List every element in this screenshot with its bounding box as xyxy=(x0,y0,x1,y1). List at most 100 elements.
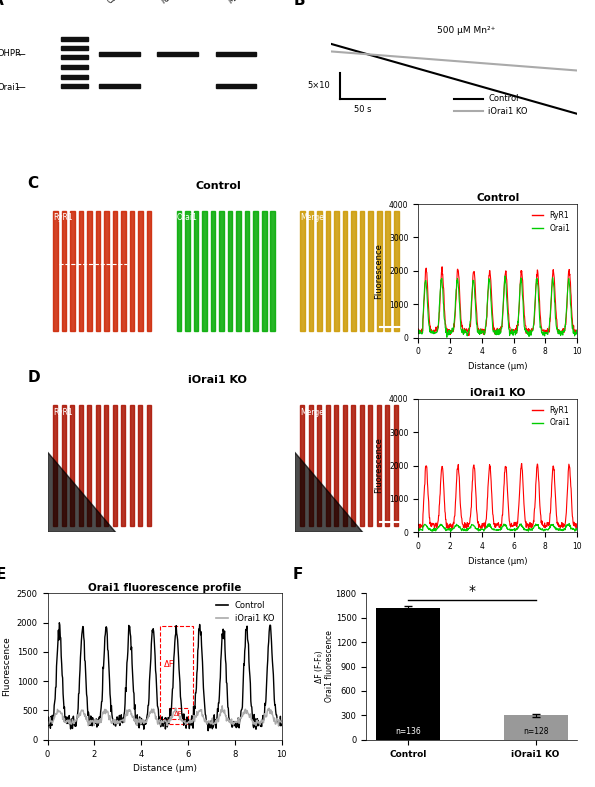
Bar xyxy=(317,211,322,331)
X-axis label: Distance (μm): Distance (μm) xyxy=(468,556,527,566)
Text: Orai1: Orai1 xyxy=(177,408,198,417)
Bar xyxy=(87,405,91,526)
Bar xyxy=(386,405,390,526)
Legend: RyR1, Orai1: RyR1, Orai1 xyxy=(529,208,574,236)
Text: 500 μM Mn²⁺: 500 μM Mn²⁺ xyxy=(437,26,496,35)
Text: ΔF: ΔF xyxy=(174,711,183,717)
Bar xyxy=(121,405,126,526)
Bar xyxy=(62,405,66,526)
X-axis label: Distance (μm): Distance (μm) xyxy=(468,362,527,371)
Bar xyxy=(216,52,256,57)
Bar xyxy=(245,211,249,331)
Bar xyxy=(394,405,398,526)
Bar xyxy=(326,405,330,526)
Bar xyxy=(61,55,88,59)
Bar xyxy=(158,52,198,57)
Bar xyxy=(79,405,83,526)
Bar xyxy=(352,405,355,526)
Bar xyxy=(262,211,267,331)
Title: Orai1 fluorescence profile: Orai1 fluorescence profile xyxy=(88,582,242,593)
Bar xyxy=(113,211,117,331)
Text: F: F xyxy=(293,567,303,582)
Bar xyxy=(70,405,74,526)
Bar xyxy=(326,211,330,331)
Y-axis label: Fluorescence: Fluorescence xyxy=(374,438,383,493)
Bar xyxy=(360,211,365,331)
Y-axis label: Fluorescence: Fluorescence xyxy=(2,637,11,696)
Bar xyxy=(236,211,241,331)
Text: Control: Control xyxy=(488,94,519,103)
Text: —: — xyxy=(16,49,26,59)
Text: 5×10: 5×10 xyxy=(308,81,331,91)
Bar xyxy=(317,405,321,526)
Bar xyxy=(228,211,233,331)
Bar xyxy=(130,405,134,526)
Text: A: A xyxy=(0,0,4,8)
Bar xyxy=(62,211,66,331)
Bar xyxy=(147,405,151,526)
Bar xyxy=(139,211,143,331)
Bar xyxy=(177,211,181,331)
Title: Control: Control xyxy=(476,194,519,203)
Text: 50 s: 50 s xyxy=(354,105,371,114)
Text: iOrai1 KO: iOrai1 KO xyxy=(160,0,195,6)
Bar xyxy=(216,84,256,88)
Bar xyxy=(334,211,339,331)
Bar xyxy=(343,405,347,526)
Bar xyxy=(220,211,224,331)
Bar xyxy=(376,608,440,740)
Bar xyxy=(96,211,101,331)
Bar xyxy=(121,211,126,331)
Bar xyxy=(87,211,92,331)
Bar xyxy=(160,626,193,719)
Bar xyxy=(96,405,100,526)
Text: DHPR: DHPR xyxy=(0,50,21,58)
Bar xyxy=(147,211,152,331)
Polygon shape xyxy=(295,453,363,532)
Bar xyxy=(61,46,88,50)
Bar xyxy=(139,405,142,526)
Bar xyxy=(79,211,83,331)
Bar xyxy=(271,211,275,331)
Bar xyxy=(130,211,134,331)
Legend: RyR1, Orai1: RyR1, Orai1 xyxy=(529,402,574,430)
Y-axis label: Fluorescence: Fluorescence xyxy=(374,243,383,299)
Bar xyxy=(194,211,198,331)
Bar xyxy=(54,405,57,526)
X-axis label: Distance (μm): Distance (μm) xyxy=(133,764,197,773)
Bar xyxy=(61,65,88,69)
Text: n=128: n=128 xyxy=(523,726,549,736)
Bar xyxy=(185,211,190,331)
Text: Merge: Merge xyxy=(300,213,324,223)
Bar xyxy=(202,211,207,331)
Text: Orai1: Orai1 xyxy=(177,213,198,223)
Text: iOrai1 KO: iOrai1 KO xyxy=(488,107,528,116)
Text: RyR1: RyR1 xyxy=(54,408,73,417)
Bar xyxy=(170,708,188,724)
Bar xyxy=(61,76,88,79)
Bar xyxy=(300,405,304,526)
Bar xyxy=(54,211,58,331)
Text: —: — xyxy=(16,82,26,92)
Text: *: * xyxy=(468,584,475,598)
Bar xyxy=(368,211,373,331)
Text: D: D xyxy=(27,370,40,386)
Title: iOrai1 KO: iOrai1 KO xyxy=(470,388,525,398)
Text: B: B xyxy=(293,0,305,8)
Text: C: C xyxy=(27,176,38,190)
Bar xyxy=(104,211,109,331)
Bar xyxy=(360,405,364,526)
Text: Control: Control xyxy=(195,181,241,190)
Bar xyxy=(99,52,139,57)
Text: ΔF: ΔF xyxy=(164,660,175,669)
Text: Control: Control xyxy=(105,0,133,6)
Text: E: E xyxy=(0,567,7,582)
Bar xyxy=(113,405,117,526)
Legend: Control, iOrai1 KO: Control, iOrai1 KO xyxy=(212,597,278,626)
Bar xyxy=(99,84,139,88)
Bar xyxy=(211,211,215,331)
Text: n=136: n=136 xyxy=(395,726,421,736)
Bar xyxy=(309,211,314,331)
Bar xyxy=(104,405,108,526)
Text: iOrai1 KO: iOrai1 KO xyxy=(189,375,248,386)
